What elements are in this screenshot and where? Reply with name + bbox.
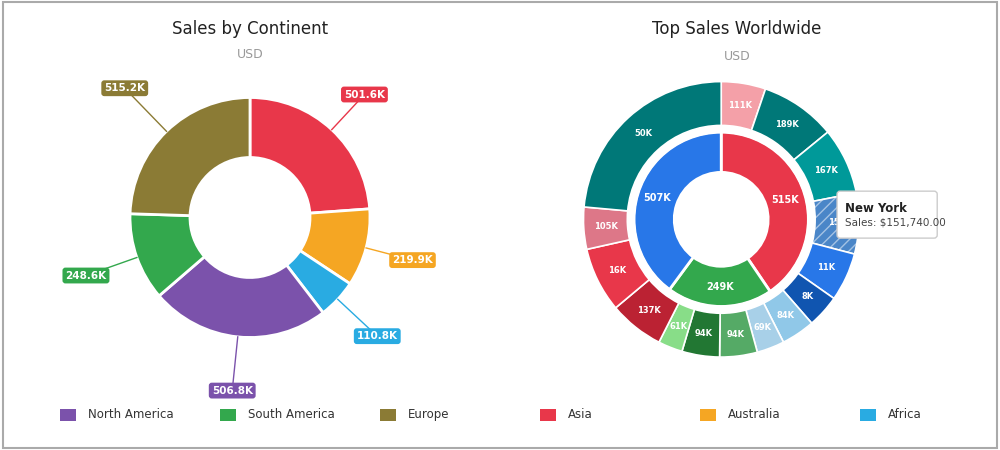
Wedge shape	[584, 81, 721, 211]
Text: Sales: $151,740.00: Sales: $151,740.00	[845, 217, 946, 227]
Wedge shape	[634, 132, 721, 290]
Wedge shape	[583, 207, 630, 249]
Text: Sales by Continent: Sales by Continent	[172, 19, 328, 37]
Text: 8K: 8K	[801, 292, 813, 302]
Text: Australia: Australia	[728, 409, 781, 422]
Text: 111K: 111K	[728, 100, 752, 109]
Text: 110.8K: 110.8K	[357, 331, 398, 341]
Wedge shape	[721, 132, 809, 292]
Wedge shape	[130, 214, 205, 296]
Wedge shape	[720, 310, 757, 357]
Text: Africa: Africa	[888, 409, 922, 422]
Wedge shape	[764, 290, 812, 342]
Text: 15K: 15K	[828, 218, 846, 227]
Text: Europe: Europe	[408, 409, 450, 422]
Text: Asia: Asia	[568, 409, 593, 422]
Text: 501.6K: 501.6K	[344, 90, 385, 99]
Text: New York: New York	[845, 202, 907, 215]
Text: 94K: 94K	[695, 329, 713, 338]
Text: 507K: 507K	[643, 194, 671, 203]
Text: 137K: 137K	[637, 306, 661, 315]
Wedge shape	[751, 89, 828, 160]
FancyBboxPatch shape	[837, 191, 937, 238]
Text: 167K: 167K	[814, 166, 838, 175]
Wedge shape	[287, 251, 350, 313]
Text: 50K: 50K	[634, 129, 652, 138]
Wedge shape	[587, 240, 649, 308]
Wedge shape	[812, 193, 859, 254]
Text: 249K: 249K	[706, 282, 734, 292]
Text: 16K: 16K	[608, 266, 626, 275]
Wedge shape	[783, 273, 834, 323]
Text: 61K: 61K	[669, 323, 687, 332]
Text: 94K: 94K	[727, 330, 745, 339]
Wedge shape	[721, 81, 766, 130]
Text: North America: North America	[88, 409, 174, 422]
Text: USD: USD	[723, 50, 750, 63]
Text: 69K: 69K	[754, 323, 772, 332]
Text: USD: USD	[237, 49, 263, 62]
Text: South America: South America	[248, 409, 335, 422]
Wedge shape	[798, 243, 854, 298]
Wedge shape	[794, 132, 856, 201]
Text: 506.8K: 506.8K	[212, 386, 253, 396]
Text: 11K: 11K	[817, 264, 835, 273]
Wedge shape	[669, 257, 770, 307]
Text: 219.9K: 219.9K	[392, 255, 433, 265]
Wedge shape	[616, 279, 679, 342]
Wedge shape	[250, 98, 370, 213]
Text: 515K: 515K	[772, 194, 799, 205]
Wedge shape	[300, 209, 370, 284]
Text: Top Sales Worldwide: Top Sales Worldwide	[652, 20, 822, 38]
Wedge shape	[682, 309, 720, 357]
Wedge shape	[746, 303, 783, 352]
Wedge shape	[659, 303, 694, 351]
Text: 515.2K: 515.2K	[104, 83, 145, 93]
Text: 189K: 189K	[775, 120, 799, 129]
Text: 248.6K: 248.6K	[65, 270, 107, 280]
Text: 105K: 105K	[594, 222, 618, 231]
Text: 84K: 84K	[777, 311, 795, 320]
Wedge shape	[130, 98, 250, 216]
Wedge shape	[159, 256, 323, 338]
